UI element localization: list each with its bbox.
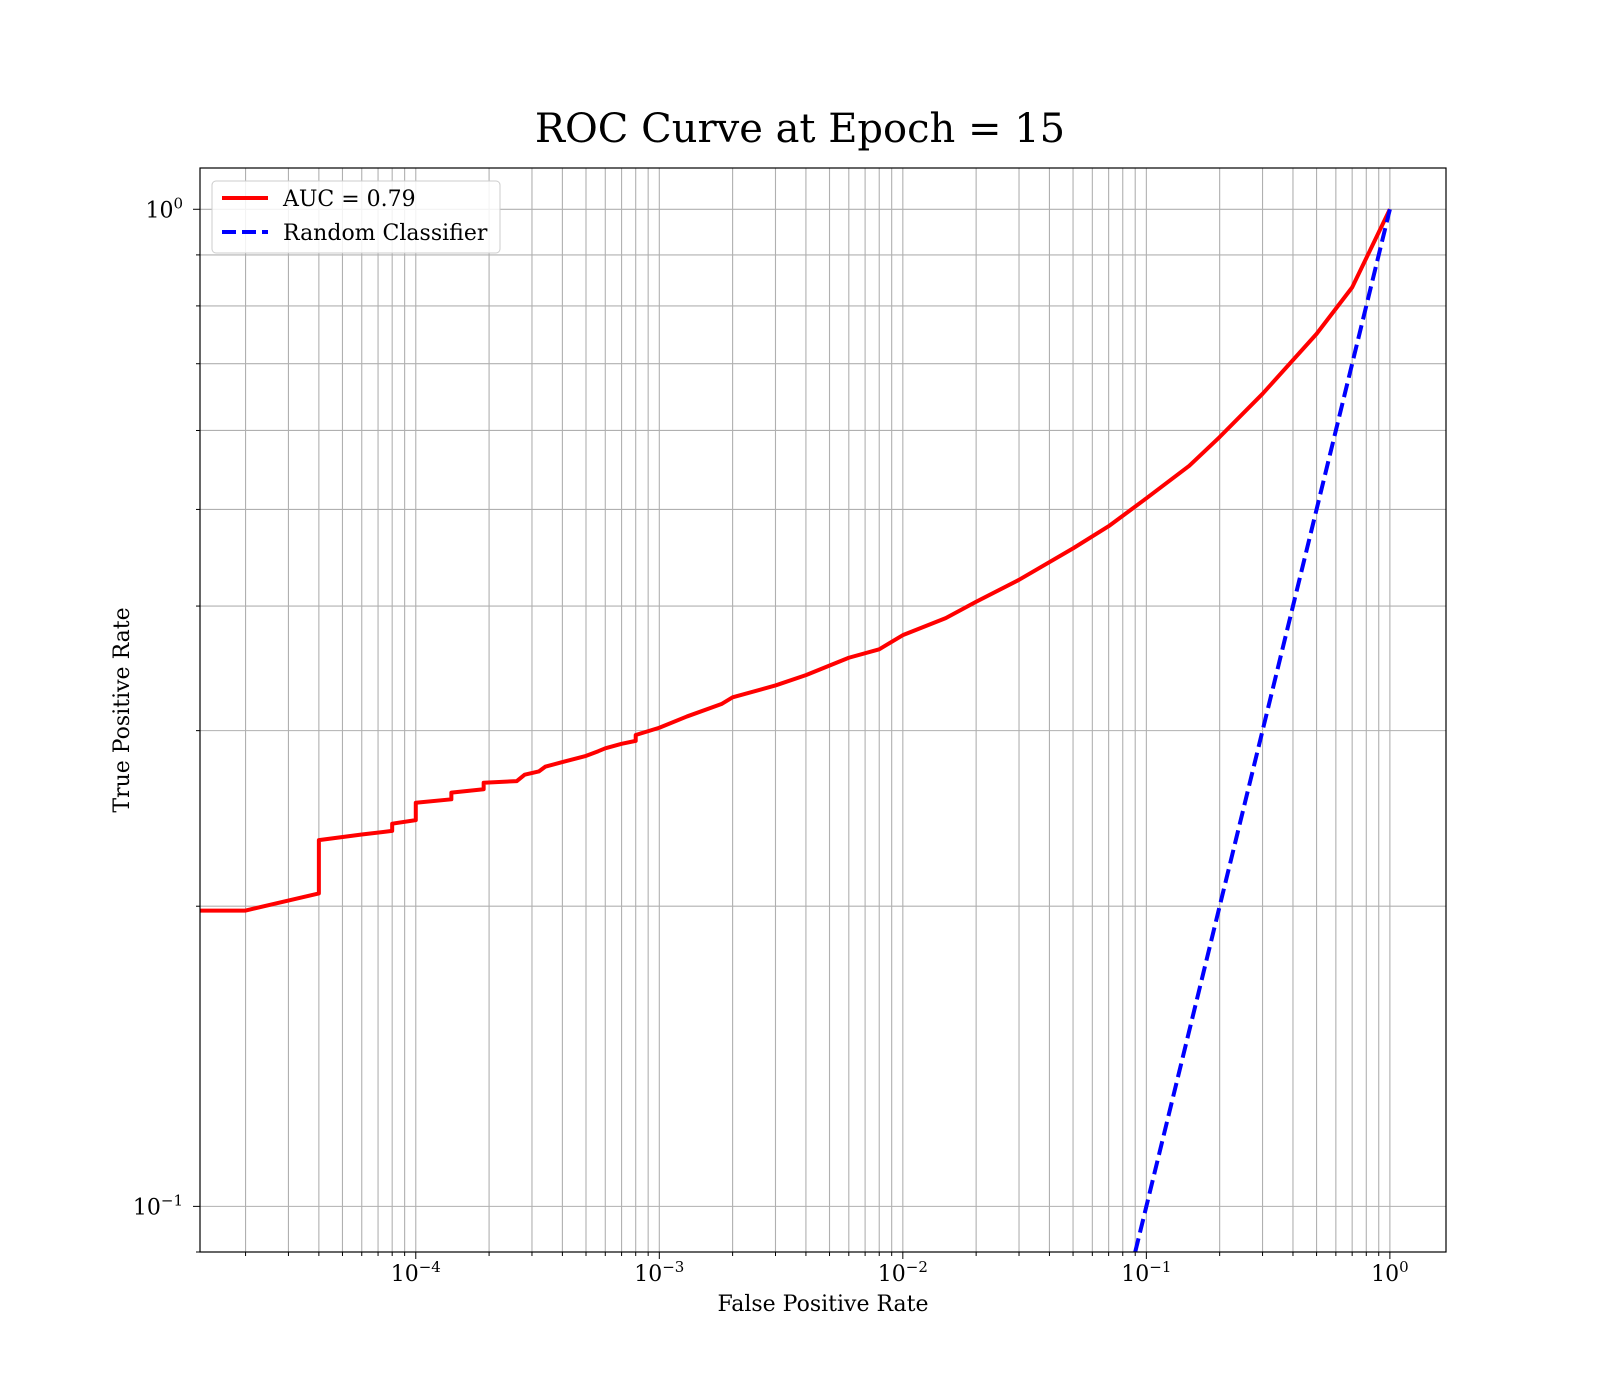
x-tick-label: 10−3 bbox=[634, 1258, 684, 1287]
x-axis-label: False Positive Rate bbox=[717, 1292, 928, 1317]
plot-frame bbox=[199, 167, 1447, 1253]
y-tick-label: 10−1 bbox=[133, 1191, 183, 1220]
y-axis-label: True Positive Rate bbox=[110, 607, 135, 812]
grid-layer bbox=[200, 168, 1446, 1253]
random-classifier-line bbox=[1133, 208, 1392, 1252]
roc-curve-line bbox=[200, 208, 1392, 913]
y-tick-label: 100 bbox=[145, 194, 183, 223]
legend-box bbox=[211, 180, 501, 254]
series-layer bbox=[200, 208, 1392, 1252]
x-tick-label: 10−4 bbox=[391, 1258, 441, 1287]
x-tick-label: 100 bbox=[1371, 1258, 1409, 1287]
legend-label-auc: AUC = 0.79 bbox=[282, 187, 416, 212]
x-tick-label: 10−2 bbox=[878, 1258, 928, 1287]
tick-layer: 10−4 10−3 10−2 10−1 100 10−1 100 bbox=[133, 194, 1409, 1287]
chart-title: ROC Curve at Epoch = 15 bbox=[535, 106, 1065, 152]
x-tick-label: 10−1 bbox=[1121, 1258, 1171, 1287]
legend-label-random: Random Classifier bbox=[283, 221, 488, 246]
legend: AUC = 0.79 Random Classifier bbox=[211, 180, 501, 254]
